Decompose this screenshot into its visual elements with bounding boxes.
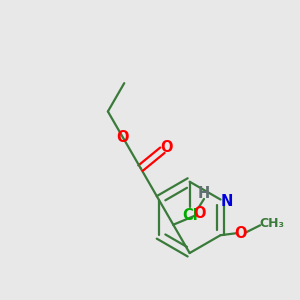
Text: N: N bbox=[220, 194, 232, 209]
Text: O: O bbox=[116, 130, 128, 145]
Text: Cl: Cl bbox=[182, 208, 197, 223]
Text: O: O bbox=[193, 206, 205, 221]
Text: O: O bbox=[160, 140, 172, 155]
Text: CH₃: CH₃ bbox=[260, 217, 284, 230]
Text: O: O bbox=[234, 226, 247, 241]
Text: H: H bbox=[198, 185, 210, 200]
